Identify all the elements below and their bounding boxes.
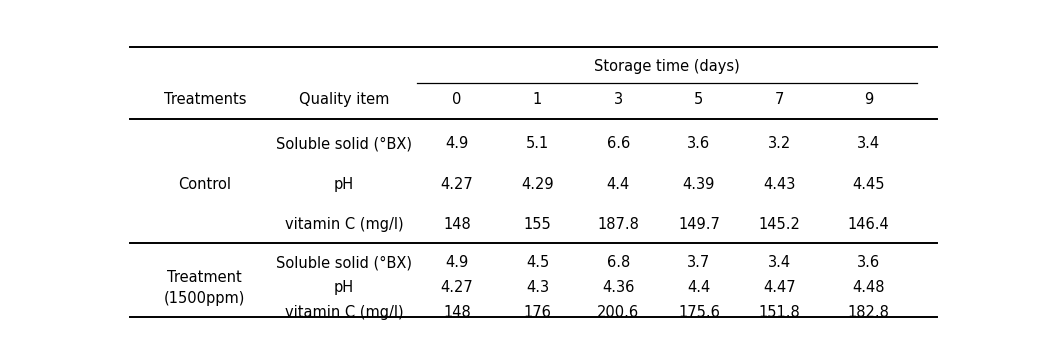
Text: 4.9: 4.9 [446,255,468,270]
Text: 5.1: 5.1 [526,136,550,151]
Text: Control: Control [178,177,231,192]
Text: Soluble solid (°BX): Soluble solid (°BX) [276,136,412,151]
Text: 3.2: 3.2 [768,136,791,151]
Text: 5: 5 [694,92,704,107]
Text: 200.6: 200.6 [598,305,639,320]
Text: 6.8: 6.8 [607,255,630,270]
Text: 148: 148 [443,305,471,320]
Text: 4.29: 4.29 [522,177,554,192]
Text: 4.45: 4.45 [853,177,885,192]
Text: 4.4: 4.4 [687,280,711,295]
Text: 4.48: 4.48 [853,280,885,295]
Text: 0: 0 [452,92,461,107]
Text: 187.8: 187.8 [598,216,639,232]
Text: 151.8: 151.8 [759,305,801,320]
Text: 3.4: 3.4 [857,136,880,151]
Text: vitamin C (mg/l): vitamin C (mg/l) [284,216,403,232]
Text: 4.39: 4.39 [683,177,715,192]
Text: 7: 7 [775,92,784,107]
Text: 3.6: 3.6 [687,136,710,151]
Text: 4.43: 4.43 [763,177,795,192]
Text: 4.36: 4.36 [602,280,634,295]
Text: 1: 1 [533,92,542,107]
Text: 176: 176 [524,305,552,320]
Text: 4.9: 4.9 [446,136,468,151]
Text: Storage time (days): Storage time (days) [593,59,739,74]
Text: Treatment
(1500ppm): Treatment (1500ppm) [164,270,246,306]
Text: 145.2: 145.2 [759,216,801,232]
Text: Treatments: Treatments [163,92,246,107]
Text: 4.3: 4.3 [526,280,549,295]
Text: 3.6: 3.6 [857,255,880,270]
Text: 146.4: 146.4 [847,216,889,232]
Text: 4.5: 4.5 [526,255,550,270]
Text: 149.7: 149.7 [678,216,719,232]
Text: 3.4: 3.4 [768,255,791,270]
Text: 3: 3 [613,92,623,107]
Text: 3.7: 3.7 [687,255,711,270]
Text: pH: pH [334,177,354,192]
Text: Soluble solid (°BX): Soluble solid (°BX) [276,255,412,270]
Text: 4.47: 4.47 [763,280,796,295]
Text: 9: 9 [864,92,873,107]
Text: pH: pH [334,280,354,295]
Text: 4.4: 4.4 [607,177,630,192]
Text: 4.27: 4.27 [440,280,474,295]
Text: 155: 155 [524,216,552,232]
Text: 6.6: 6.6 [607,136,630,151]
Text: 175.6: 175.6 [678,305,719,320]
Text: Quality item: Quality item [299,92,389,107]
Text: 148: 148 [443,216,471,232]
Text: 4.27: 4.27 [440,177,474,192]
Text: 182.8: 182.8 [847,305,889,320]
Text: vitamin C (mg/l): vitamin C (mg/l) [284,305,403,320]
